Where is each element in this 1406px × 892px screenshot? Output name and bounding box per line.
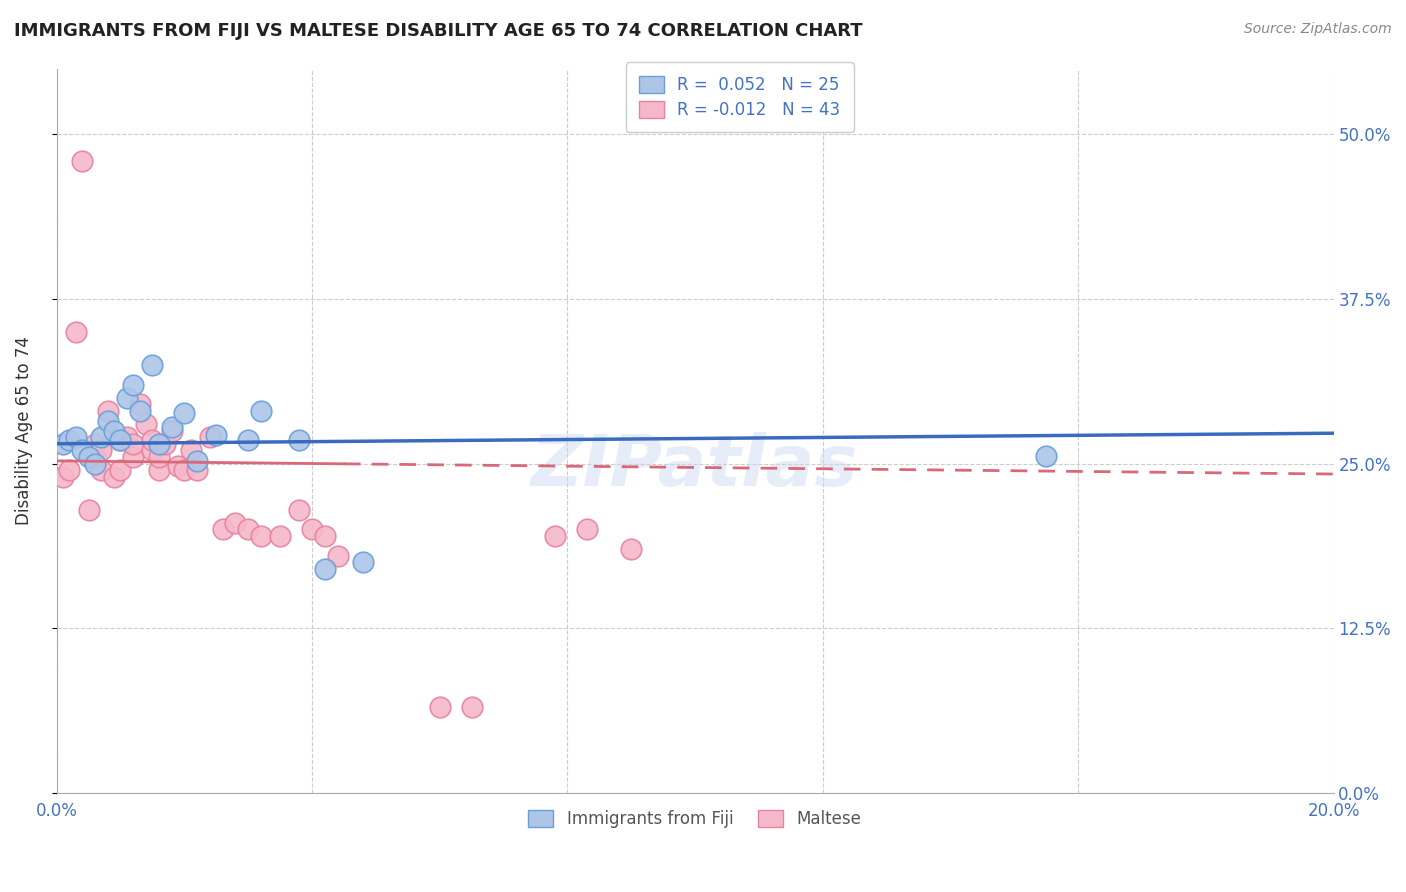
- Point: [326, 549, 349, 563]
- Point: [460, 700, 482, 714]
- Point: [58, 463, 80, 477]
- Point: [141, 443, 163, 458]
- Point: [115, 391, 138, 405]
- Point: [173, 463, 195, 477]
- Point: [250, 404, 273, 418]
- Point: [58, 433, 80, 447]
- Point: [52, 436, 75, 450]
- Point: [236, 433, 259, 447]
- Point: [173, 407, 195, 421]
- Point: [110, 463, 132, 477]
- Point: [198, 430, 221, 444]
- Point: [70, 443, 93, 458]
- Point: [97, 414, 120, 428]
- Point: [314, 529, 336, 543]
- Point: [224, 516, 246, 530]
- Point: [543, 529, 565, 543]
- Point: [269, 529, 291, 543]
- Point: [77, 502, 100, 516]
- Point: [575, 522, 598, 536]
- Point: [90, 463, 112, 477]
- Point: [84, 457, 107, 471]
- Point: [122, 377, 145, 392]
- Point: [90, 430, 112, 444]
- Point: [65, 430, 87, 444]
- Point: [128, 397, 150, 411]
- Point: [186, 454, 208, 468]
- Point: [211, 522, 233, 536]
- Point: [180, 443, 202, 458]
- Point: [70, 153, 93, 168]
- Text: ZIPatlas: ZIPatlas: [531, 433, 859, 501]
- Point: [148, 436, 170, 450]
- Point: [1035, 449, 1057, 463]
- Point: [110, 433, 132, 447]
- Point: [141, 358, 163, 372]
- Text: IMMIGRANTS FROM FIJI VS MALTESE DISABILITY AGE 65 TO 74 CORRELATION CHART: IMMIGRANTS FROM FIJI VS MALTESE DISABILI…: [14, 22, 863, 40]
- Point: [186, 463, 208, 477]
- Point: [288, 433, 311, 447]
- Point: [160, 424, 183, 438]
- Point: [153, 436, 176, 450]
- Point: [236, 522, 259, 536]
- Point: [288, 502, 311, 516]
- Point: [160, 419, 183, 434]
- Point: [429, 700, 451, 714]
- Point: [110, 433, 132, 447]
- Point: [301, 522, 323, 536]
- Point: [620, 542, 643, 557]
- Point: [103, 469, 125, 483]
- Point: [97, 404, 120, 418]
- Point: [122, 436, 145, 450]
- Legend: Immigrants from Fiji, Maltese: Immigrants from Fiji, Maltese: [522, 804, 869, 835]
- Point: [352, 555, 374, 569]
- Point: [314, 562, 336, 576]
- Point: [141, 433, 163, 447]
- Point: [148, 463, 170, 477]
- Point: [148, 450, 170, 464]
- Point: [205, 427, 228, 442]
- Point: [84, 450, 107, 464]
- Point: [77, 450, 100, 464]
- Point: [128, 404, 150, 418]
- Point: [103, 424, 125, 438]
- Y-axis label: Disability Age 65 to 74: Disability Age 65 to 74: [15, 336, 32, 525]
- Point: [52, 469, 75, 483]
- Point: [90, 443, 112, 458]
- Point: [167, 459, 190, 474]
- Point: [250, 529, 273, 543]
- Point: [115, 430, 138, 444]
- Point: [84, 436, 107, 450]
- Point: [65, 325, 87, 339]
- Text: Source: ZipAtlas.com: Source: ZipAtlas.com: [1244, 22, 1392, 37]
- Point: [135, 417, 157, 431]
- Point: [122, 450, 145, 464]
